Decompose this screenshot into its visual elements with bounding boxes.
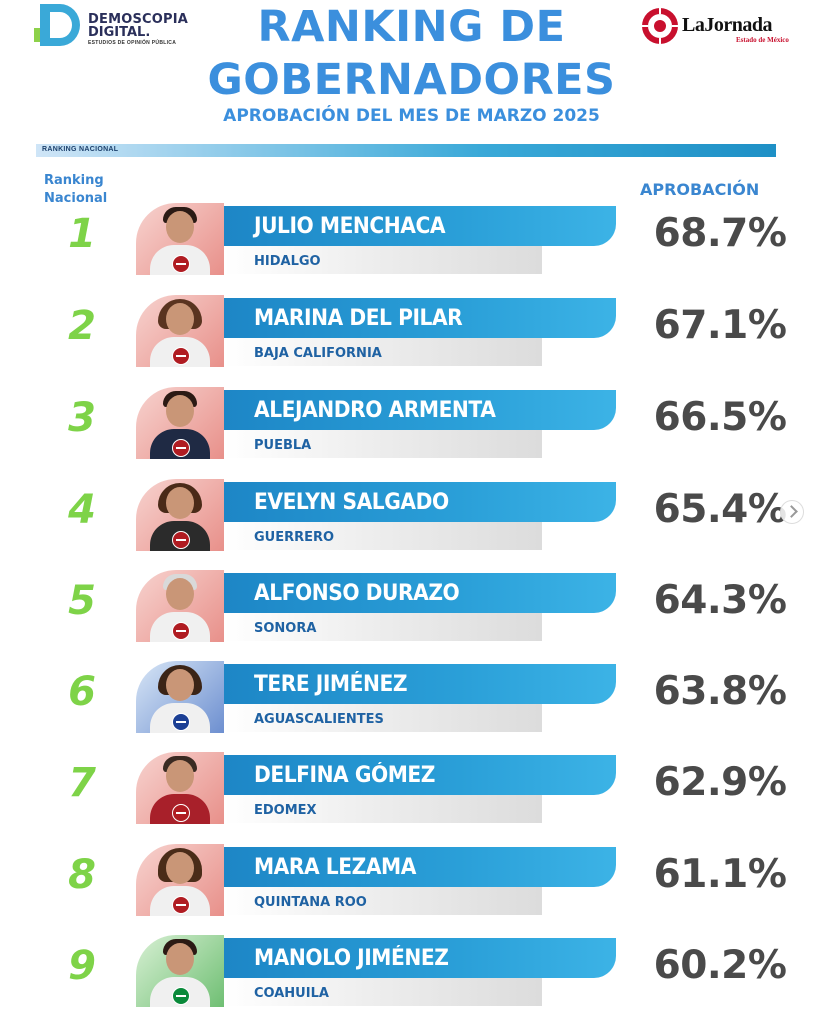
- pan-logo-icon: [172, 713, 190, 731]
- governor-photo: [136, 295, 224, 367]
- governor-name: TERE JIMÉNEZ: [254, 672, 408, 697]
- state-bar: PUEBLA: [224, 430, 542, 458]
- governor-photo: [136, 203, 224, 275]
- governor-photo: [136, 387, 224, 459]
- governor-name: MANOLO JIMÉNEZ: [254, 946, 449, 971]
- morena-logo-icon: [172, 439, 190, 457]
- ranking-row: 4 EVELYN SALGADO GUERRERO 65.4%: [0, 479, 823, 559]
- name-bar: ALEJANDRO ARMENTA: [224, 390, 616, 430]
- demoscopia-logo: DEMOSCOPIA DIGITAL. ESTUDIOS DE OPINIÓN …: [34, 4, 234, 48]
- approval-value: 62.9%: [653, 760, 787, 805]
- state-name: SONORA: [254, 621, 317, 636]
- rank-number: 9: [68, 943, 96, 989]
- name-bar: DELFINA GÓMEZ: [224, 755, 616, 795]
- state-bar: EDOMEX: [224, 795, 542, 823]
- approval-value: 66.5%: [653, 395, 787, 440]
- state-name: QUINTANA ROO: [254, 895, 367, 910]
- lajornada-seal-icon: [642, 8, 678, 44]
- brand-left-line2: DIGITAL.: [88, 25, 151, 40]
- rank-number: 7: [68, 760, 96, 806]
- approval-value: 63.8%: [653, 669, 787, 714]
- morena-logo-icon: [172, 531, 190, 549]
- morena-logo-icon: [172, 896, 190, 914]
- morena-logo-icon: [172, 255, 190, 273]
- state-name: COAHUILA: [254, 986, 329, 1001]
- governor-photo: [136, 935, 224, 1007]
- demoscopia-mark-icon: [34, 4, 80, 46]
- approval-value: 68.7%: [653, 211, 787, 256]
- approval-value: 67.1%: [653, 303, 787, 348]
- rank-number: 3: [68, 395, 96, 441]
- rank-number: 6: [68, 669, 96, 715]
- carousel-next-icon[interactable]: [780, 500, 804, 524]
- state-name: EDOMEX: [254, 803, 317, 818]
- governor-name: ALFONSO DURAZO: [254, 581, 460, 606]
- name-bar: MANOLO JIMÉNEZ: [224, 938, 616, 978]
- approval-value: 65.4%: [653, 487, 787, 532]
- ranking-row: 8 MARA LEZAMA QUINTANA ROO 61.1%: [0, 844, 823, 924]
- ranking-row: 1 JULIO MENCHACA HIDALGO 68.7%: [0, 203, 823, 283]
- rank-number: 8: [68, 852, 96, 898]
- name-bar: JULIO MENCHACA: [224, 206, 616, 246]
- ranking-row: 9 MANOLO JIMÉNEZ COAHUILA 60.2%: [0, 935, 823, 1015]
- state-bar: GUERRERO: [224, 522, 542, 550]
- state-name: GUERRERO: [254, 530, 335, 545]
- page-title-line2: GOBERNADORES: [207, 55, 616, 105]
- state-name: PUEBLA: [254, 438, 312, 453]
- state-bar: COAHUILA: [224, 978, 542, 1006]
- rank-number: 5: [68, 578, 96, 624]
- name-bar: MARINA DEL PILAR: [224, 298, 616, 338]
- state-name: HIDALGO: [254, 254, 321, 269]
- ranking-column-header: Ranking Nacional: [44, 173, 108, 206]
- brand-right-name: LaJornada: [682, 14, 772, 36]
- governor-photo: [136, 844, 224, 916]
- page-title-line1: RANKING DE: [257, 2, 566, 52]
- governor-name: JULIO MENCHACA: [254, 214, 446, 239]
- ranking-row: 6 TERE JIMÉNEZ AGUASCALIENTES 63.8%: [0, 661, 823, 741]
- name-bar: TERE JIMÉNEZ: [224, 664, 616, 704]
- ranking-row: 5 ALFONSO DURAZO SONORA 64.3%: [0, 570, 823, 650]
- brand-right-sub: Estado de México: [736, 36, 789, 44]
- name-bar: EVELYN SALGADO: [224, 482, 616, 522]
- ranking-row: 7 DELFINA GÓMEZ EDOMEX 62.9%: [0, 752, 823, 832]
- governor-photo: [136, 479, 224, 551]
- ranking-row: 2 MARINA DEL PILAR BAJA CALIFORNIA 67.1%: [0, 295, 823, 375]
- brand-left-line1: DEMOSCOPIA: [88, 12, 189, 27]
- rank-number: 1: [68, 211, 96, 257]
- rank-number: 2: [68, 303, 96, 349]
- governor-name: ALEJANDRO ARMENTA: [254, 398, 496, 423]
- name-bar: MARA LEZAMA: [224, 847, 616, 887]
- state-bar: BAJA CALIFORNIA: [224, 338, 542, 366]
- state-bar: HIDALGO: [224, 246, 542, 274]
- governor-photo: [136, 570, 224, 642]
- lajornada-logo: LaJornada Estado de México: [640, 6, 800, 46]
- name-bar: ALFONSO DURAZO: [224, 573, 616, 613]
- approval-column-header: APROBACIÓN: [640, 180, 760, 199]
- approval-value: 61.1%: [653, 852, 787, 897]
- state-name: AGUASCALIENTES: [254, 712, 384, 727]
- governor-name: MARINA DEL PILAR: [254, 306, 463, 331]
- governor-photo: [136, 752, 224, 824]
- governor-name: DELFINA GÓMEZ: [254, 763, 436, 788]
- morena-logo-icon: [172, 804, 190, 822]
- governor-name: MARA LEZAMA: [254, 855, 416, 880]
- state-bar: QUINTANA ROO: [224, 887, 542, 915]
- state-bar: SONORA: [224, 613, 542, 641]
- pri-logo-icon: [172, 987, 190, 1005]
- approval-value: 60.2%: [653, 943, 787, 988]
- section-band: RANKING NACIONAL: [36, 144, 776, 157]
- state-bar: AGUASCALIENTES: [224, 704, 542, 732]
- state-name: BAJA CALIFORNIA: [254, 346, 382, 361]
- ranking-row: 3 ALEJANDRO ARMENTA PUEBLA 66.5%: [0, 387, 823, 467]
- rank-number: 4: [68, 487, 96, 533]
- approval-value: 64.3%: [653, 578, 787, 623]
- section-label: RANKING NACIONAL: [42, 146, 119, 153]
- morena-logo-icon: [172, 622, 190, 640]
- governor-photo: [136, 661, 224, 733]
- governor-name: EVELYN SALGADO: [254, 490, 449, 515]
- brand-left-tagline: ESTUDIOS DE OPINIÓN PÚBLICA: [88, 40, 177, 46]
- morena-logo-icon: [172, 347, 190, 365]
- page-subtitle: APROBACIÓN DEL MES DE MARZO 2025: [223, 106, 600, 126]
